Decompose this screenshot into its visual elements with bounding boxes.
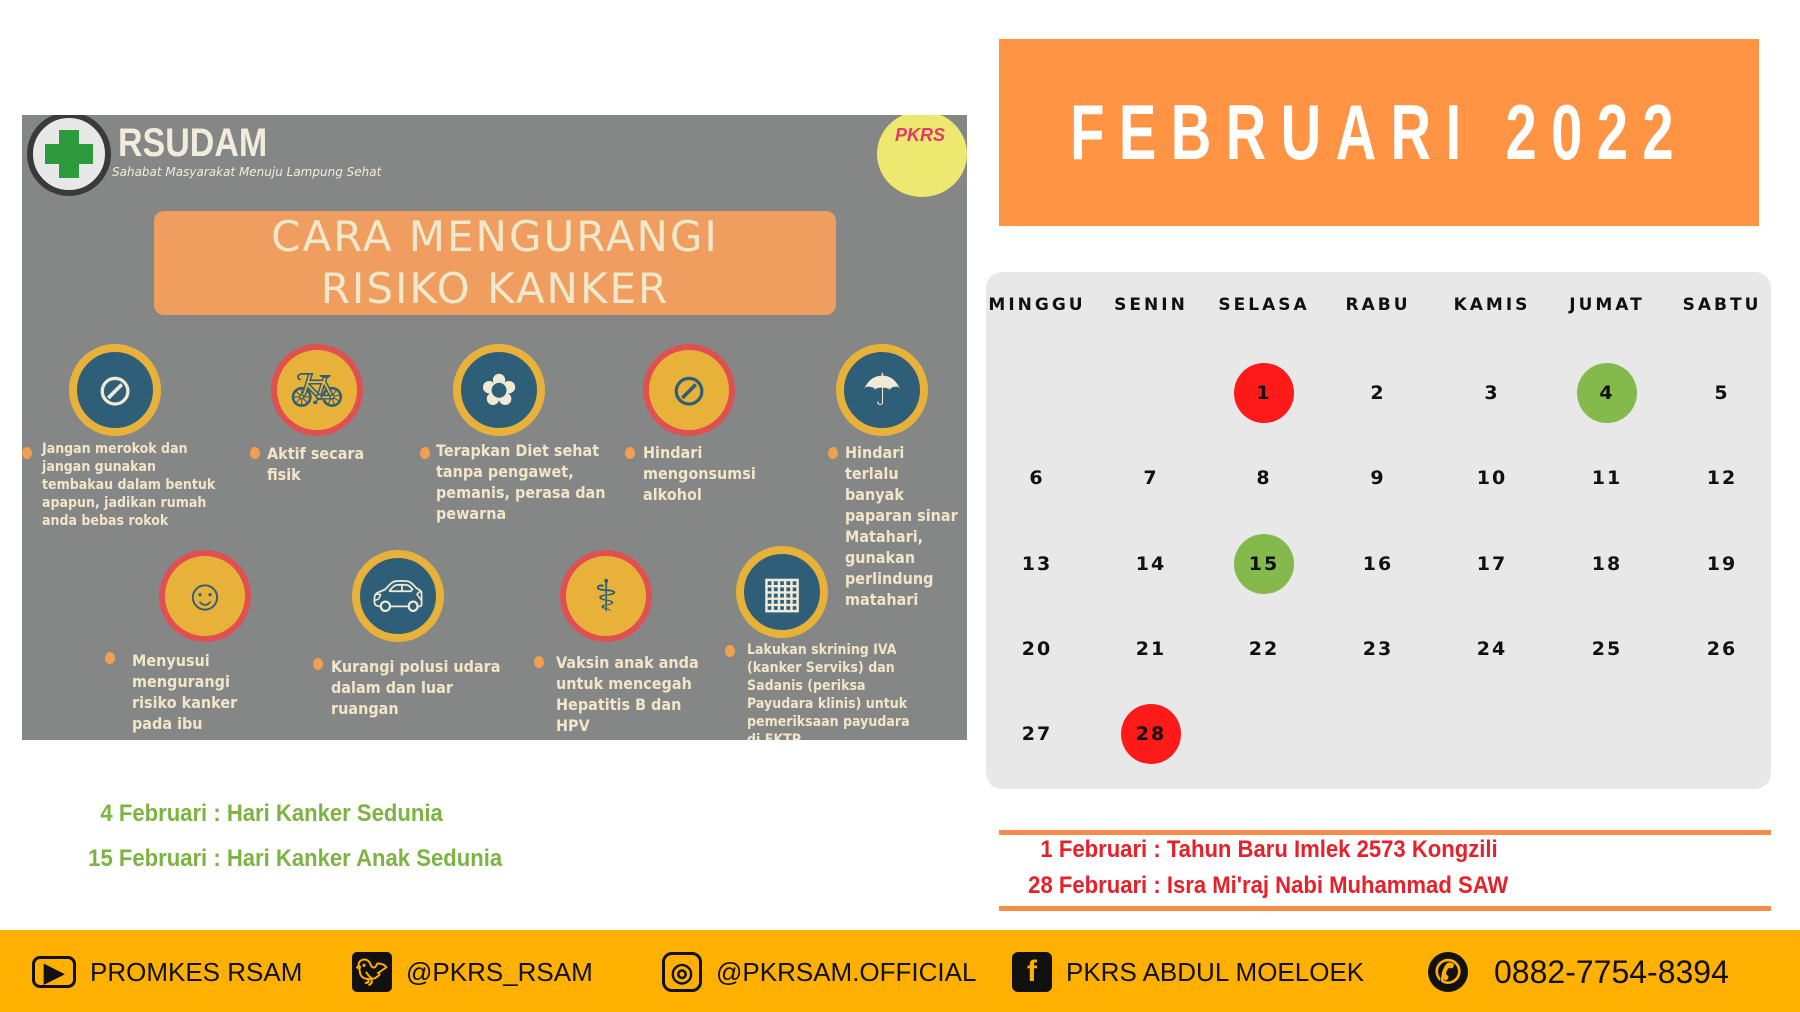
calendar-day: 21 — [1135, 638, 1167, 660]
no-alcohol-icon: ⊘ — [643, 344, 735, 436]
calendar-day: 9 — [1370, 467, 1386, 489]
highlighted-day: 4 — [1577, 363, 1637, 423]
footer-bar: ▶ PROMKES RSAM 🐦︎ @PKRS_RSAM ◎ @PKRSAM.OFFI… — [0, 930, 1800, 1012]
cancer-risk-infographic: RSUDAM Sahabat Masyarakat Menuju Lampung… — [22, 115, 967, 740]
tip-text: Hindari terlalu banyak paparan sinar Mat… — [845, 443, 958, 609]
pkrs-badge: PKRS — [877, 115, 967, 197]
divider — [999, 906, 1771, 911]
calendar-ribbon-icon: ▦ — [736, 546, 828, 638]
footer-youtube[interactable]: ▶ PROMKES RSAM — [32, 952, 302, 992]
umbrella-icon: ☂ — [836, 344, 928, 436]
bullet — [828, 447, 838, 459]
calendar-day: 14 — [1135, 553, 1167, 575]
calendar-day: 5 — [1714, 382, 1730, 404]
vaccine-icon: ⚕ — [560, 550, 652, 642]
highlighted-day: 15 — [1234, 534, 1294, 594]
tip-text: Kurangi polusi udara dalam dan luar ruan… — [331, 657, 501, 718]
footer-instagram[interactable]: ◎ @PKRSAM.OFFICIAL — [662, 952, 976, 992]
bullet — [420, 447, 430, 459]
calendar-grid: MINGGU SENIN SELASA RABU KAMIS JUMAT SABTU 1 2 3 4… — [986, 272, 1771, 789]
highlighted-day: 1 — [1234, 363, 1294, 423]
calendar-day: 20 — [1021, 638, 1053, 660]
bullet — [250, 447, 260, 459]
calendar-day: 19 — [1706, 553, 1738, 575]
bicycle-icon: 🚲︎ — [271, 344, 363, 436]
healthy-diet-icon: ✿ — [453, 344, 545, 436]
infographic-title: CARA MENGURANGI RISIKO KANKER — [154, 211, 836, 315]
bullet — [313, 658, 323, 670]
facebook-icon: f — [1012, 952, 1052, 992]
bullet — [625, 447, 635, 459]
calendar-day: 18 — [1591, 553, 1623, 575]
calendar-day: 25 — [1591, 638, 1623, 660]
twitter-icon: 🐦︎ — [352, 952, 392, 992]
bullet — [22, 447, 32, 459]
bullet — [725, 645, 735, 657]
instagram-icon: ◎ — [662, 952, 702, 992]
weekday-header: SABTU — [1682, 295, 1762, 315]
footer-twitter[interactable]: 🐦︎ @PKRS_RSAM — [352, 952, 593, 992]
bullet — [105, 652, 115, 664]
tip-text: Hindari mengonsumsi alkohol — [643, 443, 756, 504]
calendar-day: 8 — [1256, 467, 1272, 489]
weekday-header: RABU — [1345, 295, 1411, 315]
calendar-day: 24 — [1476, 638, 1508, 660]
event-line: 4 Februari : Hari Kanker Sedunia — [100, 800, 443, 827]
calendar-day: 23 — [1362, 638, 1394, 660]
calendar-day: 27 — [1021, 723, 1053, 745]
tagline: Sahabat Masyarakat Menuju Lampung Sehat — [112, 165, 382, 179]
tip-text: Vaksin anak anda untuk mencegah Hepatiti… — [556, 653, 699, 735]
highlighted-day: 28 — [1121, 704, 1181, 764]
tip-text: Jangan merokok dan jangan gunakan tembak… — [42, 441, 216, 529]
weekday-header: JUMAT — [1569, 295, 1645, 315]
calendar-day: 3 — [1484, 382, 1500, 404]
calendar-day: 16 — [1362, 553, 1394, 575]
weekday-header: SELASA — [1218, 295, 1310, 315]
calendar-day: 12 — [1706, 467, 1738, 489]
event-line: 28 Februari : Isra Mi'raj Nabi Muhammad … — [1028, 872, 1509, 899]
brand-name: RSUDAM — [118, 121, 268, 165]
calendar-day: 26 — [1706, 638, 1738, 660]
divider — [999, 830, 1771, 835]
month-title: FEBRUARI 2022 — [1070, 88, 1688, 176]
tip-text: Aktif secara fisik — [267, 444, 365, 484]
calendar-day: 13 — [1021, 553, 1053, 575]
calendar-day: 17 — [1476, 553, 1508, 575]
whatsapp-icon: ✆ — [1428, 952, 1468, 992]
tip-text: Lakukan skrining IVA (kanker Serviks) da… — [747, 642, 910, 740]
no-smoking-icon: ⊘ — [69, 344, 161, 436]
bullet — [534, 656, 544, 668]
tip-text: Menyusui mengurangi risiko kanker pada i… — [132, 651, 238, 733]
footer-facebook[interactable]: f PKRS ABDUL MOELOEK — [1012, 952, 1364, 992]
car-pollution-icon: 🚗︎ — [352, 550, 444, 642]
month-header: FEBRUARI 2022 — [999, 39, 1759, 226]
weekday-header: MINGGU — [988, 295, 1086, 315]
rsudam-logo — [27, 115, 111, 196]
weekday-header: KAMIS — [1453, 295, 1531, 315]
event-line: 15 Februari : Hari Kanker Anak Sedunia — [88, 845, 503, 872]
calendar-day: 11 — [1591, 467, 1623, 489]
youtube-icon: ▶ — [32, 956, 76, 988]
calendar-day: 2 — [1370, 382, 1386, 404]
weekday-header: SENIN — [1114, 295, 1188, 315]
event-line: 1 Februari : Tahun Baru Imlek 2573 Kongz… — [1040, 836, 1498, 863]
footer-whatsapp[interactable]: ✆ 0882-7754-8394 — [1428, 952, 1729, 992]
calendar-day: 6 — [1029, 467, 1045, 489]
calendar-day: 10 — [1476, 467, 1508, 489]
calendar-day: 7 — [1143, 467, 1159, 489]
tip-text: Terapkan Diet sehat tanpa pengawet, pema… — [436, 441, 606, 523]
breastfeeding-icon: ☺ — [159, 550, 251, 642]
calendar-day: 22 — [1248, 638, 1280, 660]
